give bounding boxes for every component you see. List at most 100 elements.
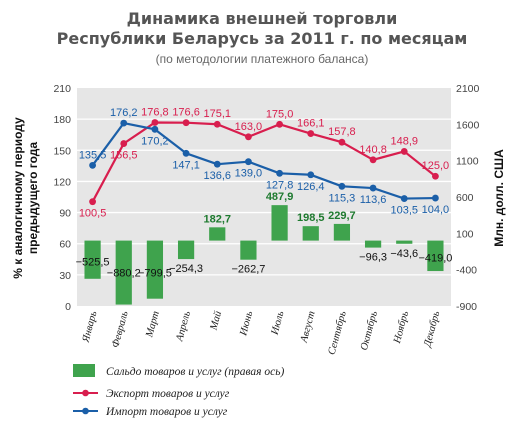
category-label: Январь: [80, 310, 99, 345]
export-data-label: 148,9: [390, 135, 418, 147]
balance-data-label: −254,3: [169, 263, 203, 275]
import-data-label: 115,3: [329, 192, 356, 204]
import-data-label: 135,5: [79, 149, 107, 161]
balance-bar: [364, 240, 382, 248]
category-label: Октябрь: [359, 310, 380, 352]
data-labels: 100,5 156,5 176,8 176,6 175,1 163,0175,0166,1…: [76, 106, 453, 279]
import-point: [400, 195, 408, 202]
export-data-label: 140,8: [359, 144, 387, 156]
balance-data-label: 229,7: [328, 210, 356, 222]
balance-bar: [209, 227, 226, 241]
import-point: [89, 161, 96, 169]
export-data-label: 100,5: [79, 208, 107, 220]
category-label: Июнь: [238, 310, 255, 338]
export-point: [89, 198, 96, 206]
balance-bar: [146, 240, 164, 299]
import-data-label: 139,0: [235, 168, 263, 180]
import-data-label: 126,4: [297, 181, 325, 193]
import-data-label: 113,6: [360, 194, 387, 206]
category-label: Декабрь: [422, 310, 442, 349]
category-label: Ноябрь: [392, 310, 411, 346]
balance-bar: [177, 240, 195, 260]
import-point: [120, 119, 128, 127]
import-data-label: 103,5: [390, 205, 418, 217]
legend-label-import: Импорт товаров и услуг: [105, 406, 228, 418]
chart-title-line-2: Республики Беларусь за 2011 г. по месяца…: [57, 29, 468, 48]
left-axis-tick-label: 0: [65, 301, 71, 313]
import-point: [182, 149, 190, 157]
import-point: [276, 169, 283, 177]
import-data-label: 104,0: [422, 204, 450, 216]
balance-data-label: 487,9: [266, 191, 294, 203]
left-axis-tick-label: 150: [53, 145, 71, 157]
export-data-label: 125,0: [422, 160, 450, 172]
balance-data-label: −96,3: [359, 252, 387, 264]
import-point: [307, 171, 315, 179]
right-axis-tick-label: 2100: [456, 83, 480, 95]
export-point: [245, 133, 252, 141]
left-axis-ticks: 0 30 60 90 120 150 180 210: [53, 83, 71, 313]
balance-data-label: −262,7: [231, 264, 265, 276]
category-label: Август: [298, 310, 317, 345]
left-axis-label-line-2: предыдущего года: [26, 142, 40, 254]
left-axis-tick-label: 90: [59, 208, 71, 220]
category-labels: Январь Февраль Март Апрель Май Июнь Июль Август…: [80, 309, 442, 356]
category-label: Май: [208, 309, 224, 332]
import-point: [369, 184, 377, 192]
balance-data-label: −525,5: [76, 257, 110, 269]
import-data-label: 176,2: [110, 107, 138, 119]
left-axis-label-line-1: % к аналогичному периоду: [11, 117, 25, 279]
legend-marker-export: [82, 389, 89, 397]
export-point: [400, 148, 408, 155]
balance-data-label: −43,6: [390, 248, 418, 260]
series-lines: [89, 119, 439, 206]
balance-bar: [115, 240, 132, 305]
category-label: Март: [144, 310, 162, 340]
right-axis-tick-label: 600: [456, 192, 474, 204]
left-axis-tick-label: 30: [59, 270, 71, 282]
export-data-label: 156,5: [110, 150, 138, 162]
right-axis-tick-label: 1600: [456, 119, 480, 131]
export-point: [151, 119, 159, 126]
category-label: Февраль: [110, 310, 130, 349]
right-axis-tick-label: -400: [456, 265, 477, 277]
export-data-label: 175,1: [203, 108, 231, 120]
right-axis-ticks: -900 -400 100 600 1100 1600 2100: [456, 83, 480, 313]
export-data-label: 163,0: [235, 121, 263, 133]
plot-area: [77, 88, 451, 306]
balance-bar: [396, 240, 413, 244]
export-point: [307, 130, 315, 137]
import-data-label: 147,1: [172, 159, 200, 171]
legend-label-balance: Сальдо товаров и услуг (правая ось): [106, 366, 284, 378]
balance-bar: [302, 226, 319, 241]
balance-data-label: 198,5: [297, 212, 325, 224]
export-data-label: 175,0: [266, 108, 294, 120]
left-axis-tick-label: 180: [53, 114, 71, 126]
export-data-label: 176,6: [172, 107, 200, 119]
balance-data-label: −799,5: [138, 268, 172, 280]
balance-bar: [84, 240, 101, 279]
balance-bar: [333, 223, 351, 241]
export-point: [369, 156, 377, 164]
export-line: [91, 121, 437, 203]
left-axis-tick-label: 210: [53, 83, 71, 95]
right-axis-tick-label: -900: [456, 301, 477, 313]
export-point: [120, 140, 128, 147]
category-label: Сентябрь: [327, 310, 349, 356]
gridlines: [77, 118, 451, 276]
balance-data-label: 182,7: [203, 213, 231, 225]
export-point: [213, 120, 221, 128]
export-point: [182, 119, 190, 127]
import-point: [432, 194, 439, 202]
balance-bar: [271, 205, 288, 241]
export-point: [276, 120, 283, 128]
legend-marker-import: [82, 407, 89, 415]
export-data-label: 176,8: [141, 106, 169, 118]
right-axis-tick-label: 1100: [456, 156, 479, 168]
right-axis-tick-label: 100: [456, 228, 474, 240]
legend-swatch-balance: [73, 364, 95, 377]
export-data-label: 166,1: [297, 118, 325, 130]
chart-subtitle: (по методологии платежного баланса): [156, 52, 369, 66]
balance-bar: [427, 240, 444, 272]
